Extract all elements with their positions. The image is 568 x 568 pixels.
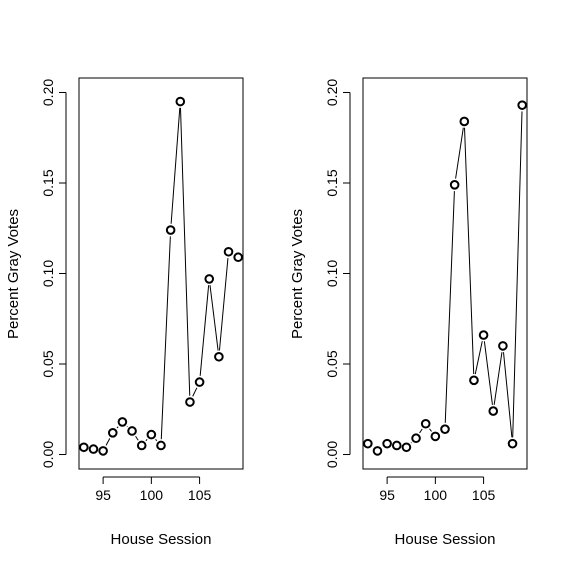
data-point <box>233 252 243 263</box>
data-point <box>107 427 118 438</box>
x-axis-title: House Session <box>111 531 212 548</box>
data-point <box>214 351 224 362</box>
data-point <box>127 426 137 436</box>
data-point <box>146 429 157 440</box>
x-tick-label: 95 <box>95 487 111 503</box>
y-axis-title: Percent Gray Votes <box>289 209 306 339</box>
series-segment <box>455 127 464 179</box>
y-tick-label: 0.00 <box>324 441 340 468</box>
x-tick-label: 100 <box>424 487 448 503</box>
series-segment <box>135 435 139 441</box>
y-tick-label: 0.15 <box>40 169 56 196</box>
y-tick-label: 0.20 <box>324 79 340 106</box>
y-axis: 0.00 0.05 0.10 0.15 0.20 <box>40 79 67 468</box>
data-point <box>372 446 383 456</box>
series-segment <box>160 236 171 440</box>
x-tick-label: 105 <box>188 487 212 503</box>
y-tick-label: 0.05 <box>40 350 56 377</box>
y-tick-label: 0.10 <box>324 260 340 287</box>
data-point <box>194 377 205 387</box>
y-tick-label: 0.10 <box>40 260 56 287</box>
x-tick-label: 95 <box>379 487 395 503</box>
series-segment <box>483 341 493 405</box>
y-axis-title: Percent Gray Votes <box>5 209 22 339</box>
data-point <box>517 100 527 110</box>
y-tick-label: 0.20 <box>40 79 56 106</box>
series-segment <box>419 428 423 434</box>
data-point <box>430 431 441 442</box>
data-point <box>449 180 460 190</box>
data-point <box>223 246 234 257</box>
y-tick-label: 0.05 <box>324 350 340 377</box>
data-point <box>401 442 412 453</box>
right-plot-panel: 95 100 105 0.00 0.05 0.10 0.15 0.20 House Sess… <box>289 77 528 548</box>
series-segment <box>503 352 513 438</box>
x-axis: 95 100 105 <box>379 476 496 503</box>
y-tick-label: 0.00 <box>40 441 56 468</box>
series-lines <box>105 107 229 446</box>
plot-frame <box>78 77 244 470</box>
data-point <box>79 442 89 453</box>
data-point <box>363 438 373 449</box>
series-segment <box>179 107 191 396</box>
plot-frame <box>362 77 528 470</box>
data-point <box>440 424 450 434</box>
x-axis: 95 100 105 <box>95 476 212 503</box>
series-segment <box>512 111 523 438</box>
series-segment <box>170 107 181 224</box>
series-segment <box>209 285 219 351</box>
series-segment <box>218 258 229 351</box>
series-segment <box>493 352 503 405</box>
data-point <box>469 375 479 386</box>
series-segment <box>155 438 158 442</box>
series-segment <box>199 285 210 376</box>
series-lines <box>410 111 523 444</box>
series-segment <box>464 127 475 375</box>
data-point <box>117 417 128 427</box>
data-point <box>136 440 147 451</box>
x-tick-label: 100 <box>140 487 164 503</box>
data-point <box>382 438 392 449</box>
series-segment <box>192 387 198 397</box>
data-point <box>459 116 470 127</box>
series-segment <box>429 428 432 432</box>
y-tick-label: 0.15 <box>324 169 340 196</box>
data-point <box>185 397 195 407</box>
data-point <box>507 438 518 449</box>
data-point <box>204 274 215 284</box>
data-point <box>98 446 108 456</box>
data-points <box>79 96 243 456</box>
data-point <box>391 440 402 451</box>
data-point <box>498 341 508 351</box>
data-point <box>156 440 166 451</box>
left-plot-panel: 95 100 105 0.00 0.05 0.10 0.15 0.20 House Sess… <box>5 77 244 548</box>
series-segment <box>474 341 483 375</box>
x-tick-label: 105 <box>472 487 496 503</box>
y-axis: 0.00 0.05 0.10 0.15 0.20 <box>324 79 351 468</box>
data-point <box>488 406 499 416</box>
series-segment <box>145 438 148 442</box>
series-segment <box>116 426 119 429</box>
series-segment <box>444 191 455 423</box>
data-points <box>363 100 527 456</box>
data-point <box>478 330 489 340</box>
data-point <box>88 444 99 454</box>
data-point <box>165 225 176 235</box>
x-axis-title: House Session <box>395 531 496 548</box>
series-segment <box>105 438 111 446</box>
data-point <box>175 96 186 107</box>
data-point <box>411 433 421 444</box>
data-point <box>420 418 431 429</box>
